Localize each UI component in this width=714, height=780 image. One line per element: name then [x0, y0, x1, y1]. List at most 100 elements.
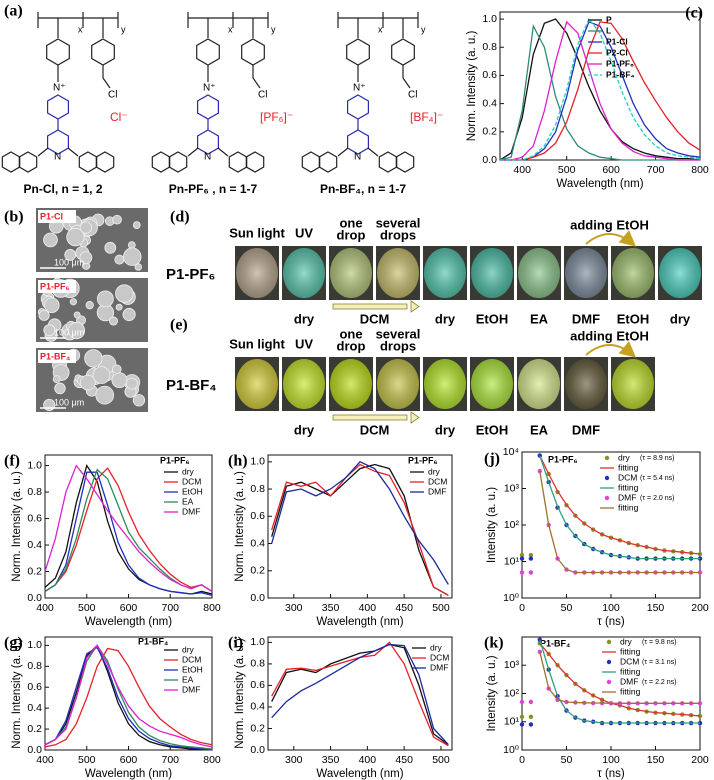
x-tick-label: 400 [359, 602, 377, 614]
panel-letter: (j) [484, 451, 500, 468]
legend-marker [606, 639, 612, 645]
y-tick-label: 0.0 [250, 592, 265, 604]
x-axis-title: τ (ns) [597, 768, 625, 780]
y-tick-label: 0.2 [27, 565, 42, 577]
series-line [500, 17, 701, 161]
photo-top-label: one [339, 215, 362, 230]
chart: 400 500 600 700 800 0.0 0.2 0.4 0.6 0.8 1.0 Wavelen… [4, 453, 221, 628]
panel-letter: (k) [484, 635, 504, 652]
label-box [38, 280, 76, 293]
row-label: P1-BF₄ [166, 377, 217, 394]
legend-label: DCM [430, 652, 449, 662]
naphthalene-ring [301, 151, 321, 173]
x-tick-label: 400 [36, 602, 54, 614]
legend-note: (τ = 5.4 ns) [640, 475, 674, 482]
panel-letter: (d) [170, 209, 190, 226]
x-tick-label: 450 [395, 602, 413, 614]
panel-letter: (e) [170, 317, 188, 334]
data-point [519, 552, 525, 558]
bond [337, 147, 349, 157]
chart: 400 500 600 700 800 0.0 0.2 0.4 0.6 0.8 1.0 Wavelen… [4, 635, 221, 780]
microsphere [96, 290, 114, 308]
microsphere [43, 232, 58, 248]
x-tick-label: 800 [203, 602, 221, 614]
x-tick-label: 700 [161, 602, 179, 614]
photo-shade [471, 248, 513, 298]
data-point [519, 722, 525, 727]
series-line [271, 461, 449, 585]
curved-arrow [585, 341, 637, 358]
y-tick-label: 0.8 [27, 486, 42, 498]
photo-shade [330, 248, 372, 298]
atom-label: N⁺ [203, 83, 216, 94]
photo-bottom-label: DMF [572, 311, 600, 326]
x-tick-label: 400 [36, 754, 54, 766]
panel-letter: (a) [4, 3, 23, 20]
legend-label: DMF [182, 684, 200, 694]
panel-letter: (c) [685, 5, 703, 22]
row-label: P1-PF₆ [166, 266, 215, 283]
data-point [528, 714, 534, 719]
x-tick-label: 700 [647, 164, 665, 176]
legend-marker [606, 659, 612, 665]
photo-bottom-label: EtOH [476, 422, 509, 437]
y-axis-title: Norm. Intensity (a. u.) [234, 638, 246, 749]
microsphere [111, 364, 122, 375]
photo-top-label: drops [380, 227, 416, 242]
panel-letter: (i) [228, 635, 243, 652]
legend-label: fitting [618, 502, 639, 512]
microsphere [84, 349, 103, 368]
x-axis-title: Wavelength (nm) [85, 616, 172, 628]
x-tick-label: 0 [519, 602, 525, 614]
chart-label: P1-PF₆ [548, 454, 578, 464]
y-tick-label: 1.0 [250, 456, 265, 468]
process-arrow-head [410, 300, 420, 313]
process-arrow [332, 414, 408, 421]
label-box [38, 350, 76, 363]
y-tick-label: 0.4 [250, 537, 265, 549]
legend-label: fitting [618, 482, 639, 492]
legend-label: EtOH [182, 486, 203, 496]
photo-shade [377, 359, 419, 409]
series-line [271, 463, 449, 596]
microsphere [104, 241, 117, 254]
photo-top-label: adding EtOH [570, 217, 649, 232]
microsphere [73, 311, 81, 319]
x-tick-label: 600 [120, 602, 138, 614]
microsphere [43, 324, 56, 337]
legend-label: DCM [618, 472, 637, 482]
x-axis-title: Wavelength (nm) [316, 616, 403, 628]
photo-top-label: several [376, 326, 421, 341]
x-tick-label: 350 [322, 754, 340, 766]
photo-top-label: drop [337, 227, 366, 242]
legend-label: EA [182, 674, 194, 684]
subscript: y [421, 24, 426, 34]
structure-caption: Pn-BF₄, n = 1-7 [320, 182, 406, 196]
y-tick-label: 1.0 [250, 636, 265, 648]
scale-label: 100 μm [54, 257, 84, 267]
legend-marker [604, 455, 610, 461]
photo-shade [471, 359, 513, 409]
legend-marker [604, 495, 610, 501]
y-tick-label: 0.4 [27, 539, 42, 551]
y-tick-label: 10² [504, 519, 520, 531]
series-line [539, 651, 700, 704]
y-tick-label: 0.0 [27, 592, 42, 604]
process-arrow [332, 303, 408, 310]
y-tick-label: 0.8 [27, 660, 42, 672]
data-point [528, 722, 534, 727]
legend-label: EA [182, 496, 194, 506]
microsphere [115, 284, 134, 303]
legend-marker [604, 475, 610, 481]
chart-label: P1-BF₄ [138, 636, 168, 646]
photo-bottom-label: dry [435, 422, 456, 437]
photo-top-label: UV [295, 336, 313, 351]
data-point [528, 570, 534, 575]
y-tick-label: 10⁰ [503, 744, 520, 756]
photo-top-label: Sun light [229, 336, 285, 351]
series-line [500, 21, 701, 161]
photo-bottom-label: DCM [360, 422, 390, 437]
pyridine-ring [46, 129, 70, 155]
microsphere [125, 377, 138, 390]
